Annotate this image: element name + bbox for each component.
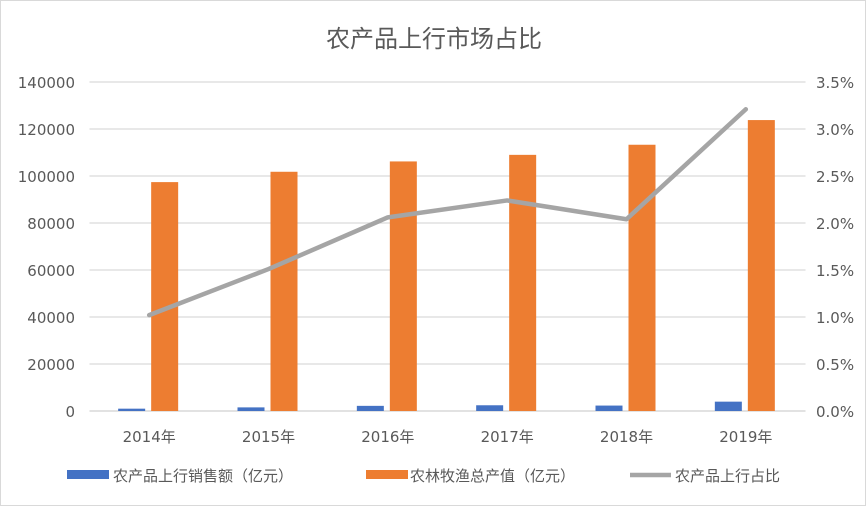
legend-label: 农林牧渔总产值（亿元） [410, 467, 575, 485]
left-axis-tick-label: 40000 [27, 309, 75, 327]
right-axis-tick-label: 1.0% [816, 309, 854, 327]
x-axis-tick-label: 2019年 [719, 428, 772, 446]
bar-output [629, 145, 656, 411]
bar-output [271, 172, 298, 411]
left-axis-tick-label: 0 [65, 403, 75, 421]
x-axis-tick-label: 2015年 [242, 428, 295, 446]
line-series [149, 109, 746, 315]
right-axis-tick-label: 3.5% [816, 74, 854, 92]
right-axis-tick-label: 1.5% [816, 262, 854, 280]
bar-sales [715, 402, 742, 411]
x-axis-tick-label: 2018年 [600, 428, 653, 446]
bar-output [390, 161, 417, 411]
right-axis-tick-label: 0.5% [816, 356, 854, 374]
right-axis-tick-label: 3.0% [816, 121, 854, 139]
left-axis-tick-label: 120000 [18, 121, 75, 139]
legend-swatch [366, 470, 408, 479]
left-axis-tick-label: 100000 [18, 168, 75, 186]
bar-sales [596, 406, 623, 411]
legend: 农产品上行销售额（亿元） 农林牧渔总产值（亿元） 农产品上行占比 [67, 467, 780, 485]
legend-label: 农产品上行占比 [675, 467, 780, 485]
gridlines [90, 82, 806, 411]
legend-label: 农产品上行销售额（亿元） [113, 467, 293, 485]
right-axis-tick-label: 2.5% [816, 168, 854, 186]
line-share [149, 109, 746, 315]
bar-sales [357, 406, 384, 411]
x-axis-tick-label: 2016年 [361, 428, 414, 446]
legend-swatch [67, 470, 109, 479]
bar-sales [476, 405, 503, 411]
left-axis-tick-label: 80000 [27, 215, 75, 233]
left-axis-tick-label: 140000 [18, 74, 75, 92]
bar-sales [118, 409, 145, 411]
bar-sales [238, 407, 265, 411]
bar-output [509, 155, 536, 411]
right-axis-tick-label: 2.0% [816, 215, 854, 233]
chart-title: 农产品上行市场占比 [326, 25, 542, 53]
x-axis-tick-label: 2014年 [123, 428, 176, 446]
left-axis-tick-label: 60000 [27, 262, 75, 280]
x-axis-tick-label: 2017年 [481, 428, 534, 446]
bar-output [748, 120, 775, 411]
bar-output [151, 182, 178, 411]
axes: 0 20000 40000 60000 80000 100000 120000 140000 0… [18, 74, 854, 446]
bars [118, 120, 775, 411]
left-axis-tick-label: 20000 [27, 356, 75, 374]
right-axis-tick-label: 0.0% [816, 403, 854, 421]
